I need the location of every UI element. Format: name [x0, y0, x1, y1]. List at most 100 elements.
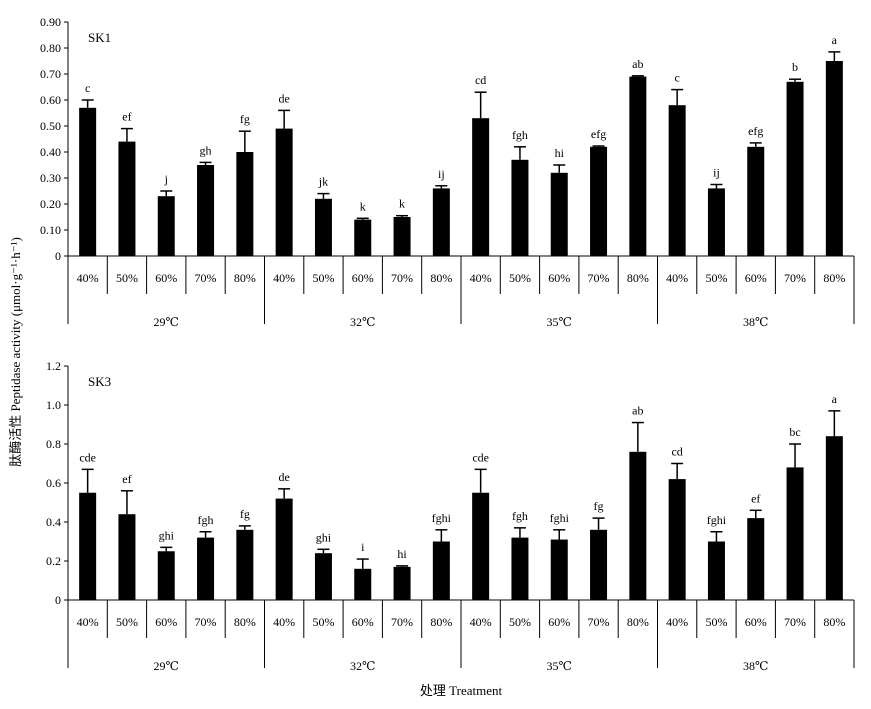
sk3-category-label: 40% — [470, 615, 492, 629]
sk3-category-label: 60% — [352, 615, 374, 629]
sk3-y-tick-label: 0.4 — [46, 515, 61, 529]
sk3-bar — [432, 541, 450, 600]
sk3-group-label: 38℃ — [743, 659, 768, 673]
sk1-significance-label: c — [674, 71, 679, 85]
sk3-y-tick-label: 0.8 — [46, 437, 61, 451]
sk3-significance-label: ab — [632, 404, 643, 418]
sk3-significance-label: fghi — [707, 513, 727, 527]
sk1-significance-label: de — [278, 91, 289, 105]
sk1-significance-label: efg — [591, 127, 606, 141]
sk1-significance-label: j — [164, 172, 168, 186]
sk1-bar — [393, 217, 411, 256]
sk1-bar — [786, 81, 804, 256]
sk1-category-label: 50% — [116, 271, 138, 285]
sk1-category-label: 70% — [195, 271, 217, 285]
sk1-category-label: 60% — [548, 271, 570, 285]
y-axis-title: 肽酶活性 Peptidase activity (μmol·g⁻¹·h⁻¹) — [8, 237, 23, 467]
sk3-significance-label: fghi — [550, 511, 570, 525]
sk1-bar — [236, 152, 254, 256]
sk3-significance-label: cde — [79, 450, 96, 464]
sk3-bar — [550, 539, 568, 600]
sk1-bar — [629, 76, 647, 256]
sk1-bar — [314, 198, 332, 256]
sk3-bar — [118, 514, 136, 600]
sk3-group-label: 29℃ — [154, 659, 179, 673]
sk1-category-label: 80% — [234, 271, 256, 285]
sk3-significance-label: fghi — [432, 511, 452, 525]
sk3-bar — [393, 566, 411, 600]
sk1-category-label: 50% — [312, 271, 334, 285]
sk3-significance-label: cde — [472, 450, 489, 464]
sk3-category-label: 50% — [705, 615, 727, 629]
sk3-significance-label: a — [832, 392, 838, 406]
sk3-significance-label: cd — [671, 445, 682, 459]
sk3-significance-label: bc — [789, 425, 800, 439]
sk3-significance-label: hi — [397, 547, 407, 561]
sk3-category-label: 80% — [234, 615, 256, 629]
sk1-bar — [550, 172, 568, 256]
sk1-bar — [511, 159, 529, 256]
sk3-category-label: 50% — [312, 615, 334, 629]
sk3-category-label: 60% — [548, 615, 570, 629]
sk1-significance-label: fgh — [512, 128, 528, 142]
sk3-y-tick-label: 0.6 — [46, 476, 61, 490]
sk1-significance-label: cd — [475, 73, 486, 87]
sk3-significance-label: fgh — [512, 509, 528, 523]
sk3-category-label: 40% — [666, 615, 688, 629]
sk3-category-label: 70% — [588, 615, 610, 629]
sk3-bar — [590, 529, 608, 600]
sk3-significance-label: fgh — [198, 513, 214, 527]
sk1-y-tick-label: 0.10 — [40, 223, 61, 237]
sk3-bar — [472, 492, 490, 600]
sk1-y-tick-label: 0.20 — [40, 197, 61, 211]
sk1-significance-label: hi — [555, 146, 565, 160]
sk1-category-label: 80% — [627, 271, 649, 285]
sk3-bar — [314, 553, 332, 600]
sk1-bar — [707, 188, 725, 256]
sk1-significance-label: jk — [318, 175, 328, 189]
sk3-y-tick-label: 1.2 — [46, 359, 61, 373]
sk3-bar — [275, 498, 293, 600]
sk1-category-label: 40% — [273, 271, 295, 285]
sk1-bar — [118, 141, 136, 256]
sk3-bar — [157, 551, 175, 600]
sk1-significance-label: c — [85, 81, 90, 95]
sk1-group-label: 38℃ — [743, 315, 768, 329]
sk1-category-label: 40% — [470, 271, 492, 285]
sk1-category-label: 40% — [666, 271, 688, 285]
sk3-group-label: 32℃ — [350, 659, 375, 673]
sk3-significance-label: ghi — [159, 528, 175, 542]
sk3-bar — [629, 451, 647, 600]
sk3-y-tick-label: 1.0 — [46, 398, 61, 412]
sk3-significance-label: ef — [751, 491, 760, 505]
sk1-category-label: 70% — [588, 271, 610, 285]
sk3-bar — [668, 479, 686, 600]
sk1-bar — [197, 165, 215, 256]
sk3-bar — [707, 541, 725, 600]
sk1-y-tick-label: 0.70 — [40, 67, 61, 81]
sk1-category-label: 60% — [155, 271, 177, 285]
sk1-significance-label: ef — [122, 110, 131, 124]
sk1-significance-label: k — [360, 199, 366, 213]
sk1-bar — [432, 188, 450, 256]
sk1-category-label: 50% — [705, 271, 727, 285]
sk1-significance-label: k — [399, 197, 405, 211]
sk3-significance-label: ghi — [316, 530, 332, 544]
sk1-significance-label: ab — [632, 57, 643, 71]
sk1-bar — [79, 107, 97, 256]
sk3-bar — [236, 529, 254, 600]
sk1-category-label: 60% — [745, 271, 767, 285]
sk1-y-tick-label: 0.90 — [40, 15, 61, 29]
sk1-panel-label: SK1 — [88, 30, 111, 45]
sk1-significance-label: efg — [748, 124, 763, 138]
sk3-category-label: 60% — [745, 615, 767, 629]
sk1-group-label: 29℃ — [154, 315, 179, 329]
sk3-category-label: 50% — [116, 615, 138, 629]
sk3-bar — [197, 537, 215, 600]
sk3-category-label: 70% — [391, 615, 413, 629]
sk1-significance-label: b — [792, 60, 798, 74]
sk1-y-tick-label: 0.50 — [40, 119, 61, 133]
sk3-bar — [79, 492, 97, 600]
sk1-category-label: 40% — [77, 271, 99, 285]
